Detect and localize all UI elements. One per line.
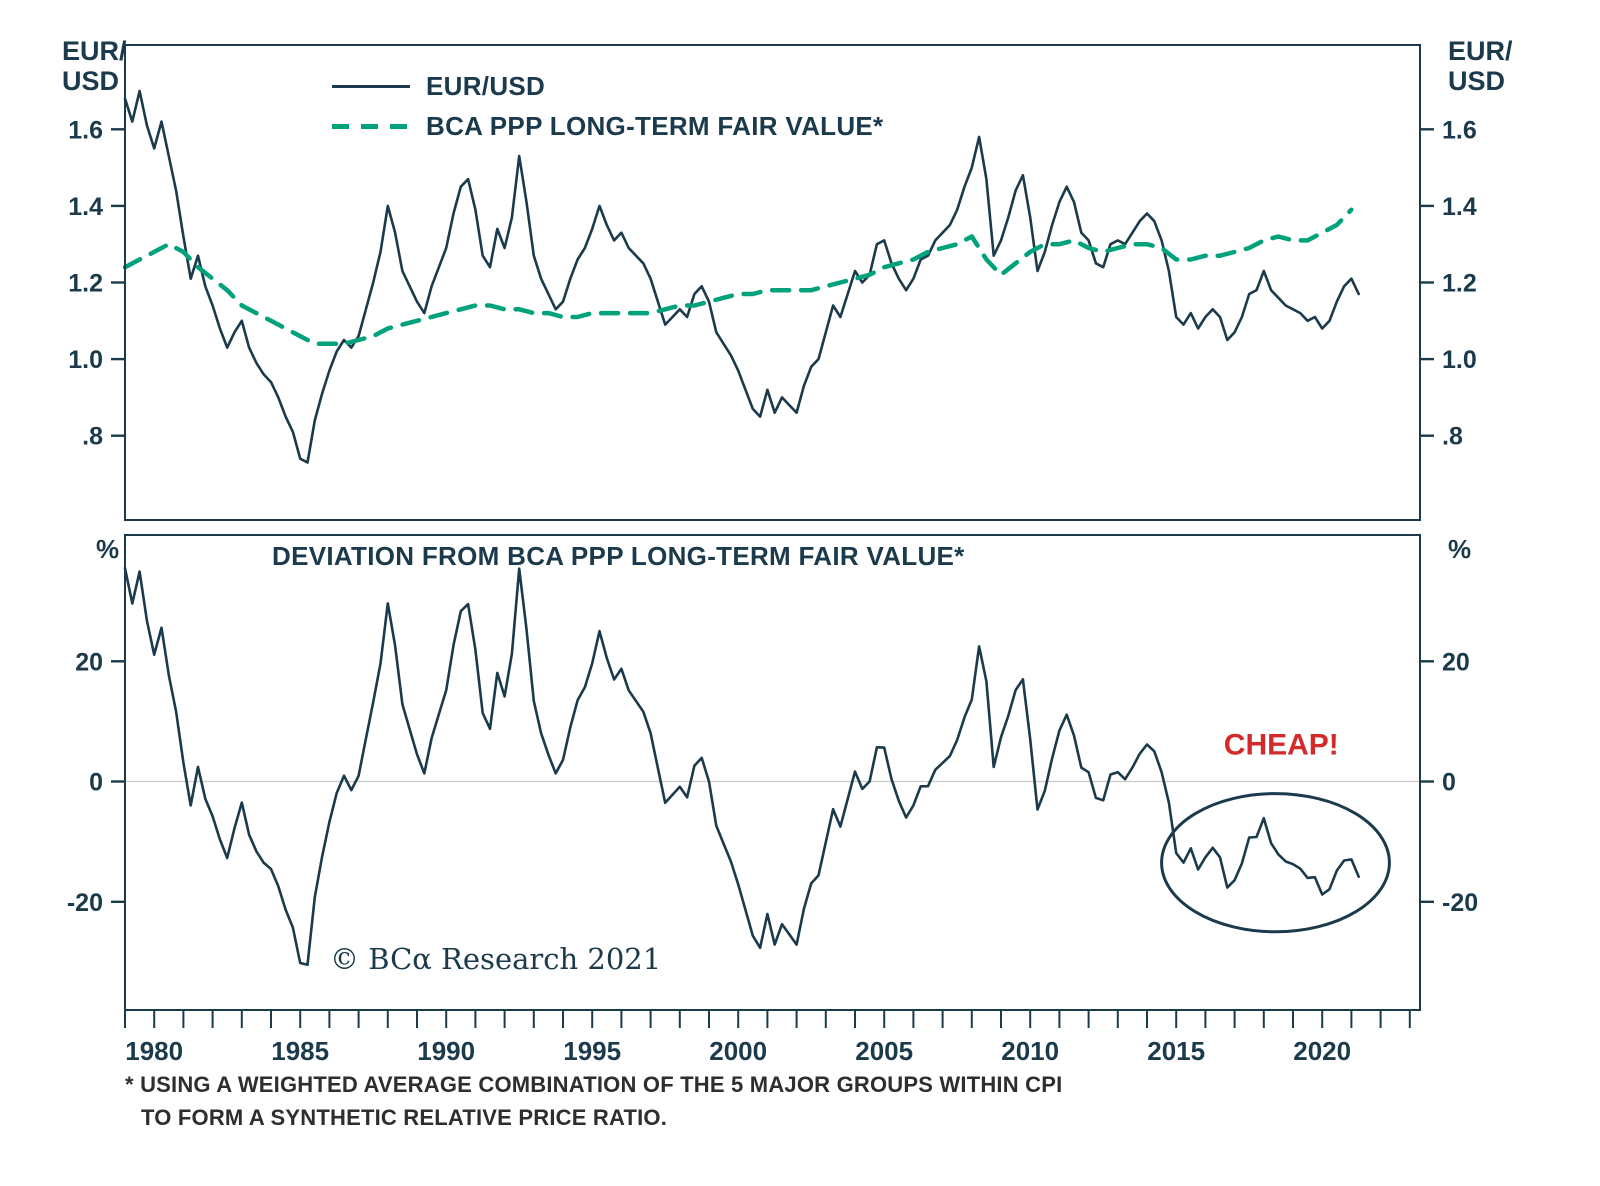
- deviation-from-bca-ppp-long-term-fair-value-line: [123, 566, 1360, 967]
- x-tick-label: 1980: [125, 1036, 183, 1066]
- y-tick-label-left: 1.4: [68, 193, 103, 221]
- y-tick-label-left: -20: [67, 889, 103, 917]
- footnote: * USING A WEIGHTED AVERAGE COMBINATION O…: [125, 1068, 1275, 1134]
- y-tick-label-right: 0: [1442, 769, 1456, 797]
- y-tick-label-left: 1.2: [68, 270, 103, 298]
- dashed-line-sample: [332, 123, 410, 129]
- y-axis-unit-top-right: EUR/ USD: [1448, 36, 1513, 96]
- legend-item-eurusd: EUR/USD: [332, 70, 883, 101]
- legend-item-ppp: BCA PPP LONG-TERM FAIR VALUE*: [332, 110, 884, 141]
- footnote-line2: TO FORM A SYNTHETIC RELATIVE PRICE RATIO…: [141, 1105, 668, 1130]
- y-tick-label-right: -20: [1442, 889, 1478, 917]
- y-tick-label-right: 1.4: [1442, 193, 1477, 221]
- bca-ppp-long-term-fair-value-line: [122, 207, 1354, 347]
- cheap-ellipse: [1160, 792, 1391, 934]
- y-axis-unit-line1: EUR/: [1448, 36, 1513, 66]
- y-tick-label-right: 20: [1442, 648, 1470, 676]
- x-tick-label: 2015: [1147, 1036, 1205, 1066]
- x-tick-label: 2010: [1001, 1036, 1059, 1066]
- y-axis-unit-bottom-right: %: [1448, 534, 1472, 564]
- y-tick-label-right: .8: [1442, 423, 1463, 451]
- y-tick-label-left: 1.6: [68, 116, 103, 144]
- legend: EUR/USD BCA PPP LONG-TERM FAIR VALUE*: [332, 70, 884, 152]
- x-tick-label: 1990: [417, 1036, 475, 1066]
- eur-usd-line: [123, 89, 1360, 464]
- y-tick-label-right: 1.6: [1442, 116, 1477, 144]
- cheap-annotation: CHEAP!: [1224, 729, 1339, 762]
- x-tick-label: 1985: [271, 1036, 329, 1066]
- panel-frame: [124, 534, 1421, 1011]
- solid-line-sample: [332, 84, 410, 88]
- y-axis-unit-line2: USD: [1448, 66, 1506, 97]
- x-tick-label: 1995: [563, 1036, 621, 1066]
- y-tick-label-left: 20: [75, 648, 103, 676]
- x-tick-label: 2000: [709, 1036, 767, 1066]
- footnote-line1: * USING A WEIGHTED AVERAGE COMBINATION O…: [125, 1072, 1063, 1097]
- bottom-panel-title: DEVIATION FROM BCA PPP LONG-TERM FAIR VA…: [272, 541, 965, 571]
- y-axis-unit-line1: EUR/: [62, 36, 127, 66]
- y-tick-label-right: 1.0: [1442, 346, 1477, 374]
- x-tick-label: 2005: [855, 1036, 913, 1066]
- y-tick-label-right: 1.2: [1442, 270, 1477, 298]
- y-axis-unit-top-left: EUR/ USD: [62, 36, 127, 96]
- legend-label: BCA PPP LONG-TERM FAIR VALUE*: [426, 110, 884, 141]
- legend-label: EUR/USD: [426, 70, 546, 101]
- y-axis-unit-line2: USD: [62, 66, 120, 97]
- copyright-notice: © BCα Research 2021: [330, 942, 662, 976]
- y-axis-unit-bottom-left: %: [96, 534, 120, 564]
- y-tick-label-left: 1.0: [68, 346, 103, 374]
- y-tick-label-left: 0: [89, 769, 103, 797]
- y-tick-label-left: .8: [82, 423, 103, 451]
- x-tick-label: 2020: [1293, 1036, 1351, 1066]
